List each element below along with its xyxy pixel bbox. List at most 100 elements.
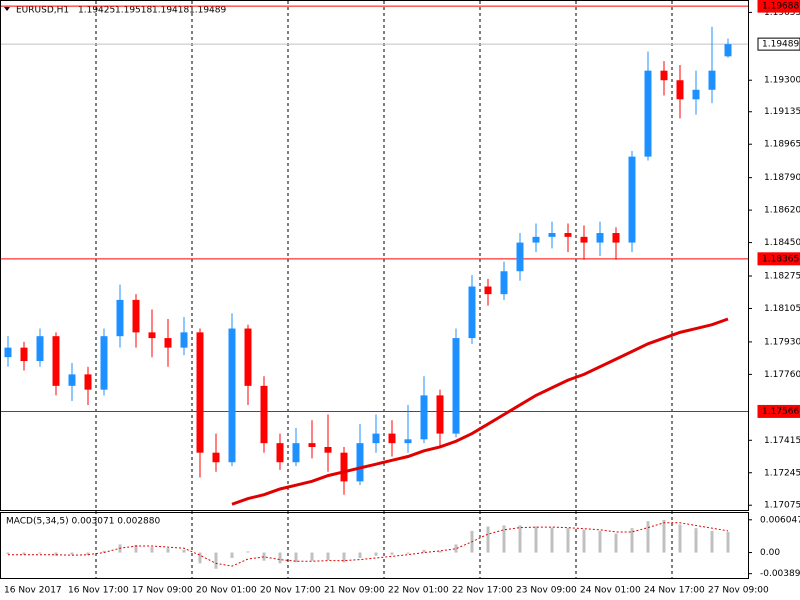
- macd-bar: [70, 552, 74, 555]
- main-panel: [0, 0, 749, 511]
- candle-body: [52, 336, 60, 386]
- candle-body: [692, 89, 700, 100]
- ohlc-value: 1.19518: [115, 6, 152, 16]
- candle-body: [372, 433, 380, 444]
- candle-body: [612, 233, 620, 243]
- candle-body: [404, 439, 412, 444]
- macd-bar: [694, 528, 698, 553]
- macd-bar: [454, 544, 458, 553]
- y-tick-label: 1.17930: [764, 337, 800, 347]
- x-tick-label: 16 Nov 17:00: [68, 586, 129, 596]
- candle-body: [548, 233, 556, 237]
- macd-bar: [246, 551, 250, 553]
- level-box: [757, 37, 800, 51]
- level-label: 1.19688: [762, 2, 799, 12]
- macd-bar: [678, 524, 682, 553]
- candle-body: [564, 233, 572, 237]
- macd-bar: [518, 525, 522, 553]
- macd-bar: [406, 552, 410, 554]
- y-tick-label: 1.18275: [764, 272, 800, 282]
- candle-body: [708, 70, 716, 90]
- candle-body: [644, 70, 652, 157]
- macd-bar: [38, 552, 42, 554]
- x-tick-label: 24 Nov 17:00: [644, 586, 705, 596]
- candle-body: [68, 374, 76, 386]
- candle-body: [532, 236, 540, 243]
- y-tick-label: 1.19300: [764, 76, 800, 86]
- macd-bar: [502, 525, 506, 553]
- candle-body: [468, 286, 476, 339]
- macd-bar: [566, 528, 570, 553]
- candle-body: [212, 452, 220, 463]
- macd-bar: [646, 521, 650, 553]
- candle-body: [452, 338, 460, 434]
- macd-bar: [326, 552, 330, 561]
- candle-body: [580, 236, 588, 243]
- candle-body: [36, 336, 44, 362]
- macd-bar: [438, 550, 442, 553]
- ohlc-value: 1.19425: [78, 6, 115, 16]
- level-box: [757, 0, 800, 13]
- x-tick-label: 17 Nov 09:00: [132, 586, 193, 596]
- ohlc-value: 1.19489: [189, 6, 226, 16]
- y-tick-label: 1.17075: [764, 501, 800, 511]
- candle-body: [484, 286, 492, 295]
- level-box: [757, 404, 800, 418]
- level-label: 1.19489: [762, 40, 799, 50]
- y-tick-label: 1.18450: [764, 238, 800, 248]
- candle-body: [500, 271, 508, 295]
- macd-bar: [102, 550, 106, 553]
- y-tick-label: 1.17415: [764, 436, 800, 446]
- candle-body: [148, 332, 156, 339]
- macd-bar: [150, 547, 154, 553]
- candle-body: [116, 299, 124, 337]
- macd-bar: [294, 552, 298, 563]
- y-tick-label: -0.003899: [760, 569, 800, 579]
- macd-bar: [726, 531, 730, 553]
- macd-bar: [262, 552, 266, 561]
- x-tick-label: 24 Nov 01:00: [580, 586, 641, 596]
- candle-body: [180, 332, 188, 348]
- macd-bar: [598, 530, 602, 553]
- candle-body: [132, 299, 140, 333]
- candle-body: [244, 328, 252, 386]
- candle-body: [724, 44, 732, 57]
- level-label: 1.17566: [762, 407, 799, 417]
- ohlc-value: 1.19418: [152, 6, 189, 16]
- candle-body: [516, 242, 524, 272]
- y-tick-label: 1.17245: [764, 468, 800, 478]
- menu-arrow: [4, 7, 10, 11]
- macd-bar: [278, 552, 282, 564]
- level-box: [757, 252, 800, 266]
- level-label: 1.18365: [762, 254, 799, 264]
- candle-body: [196, 332, 204, 453]
- macd-bar: [550, 527, 554, 553]
- candle-body: [276, 443, 284, 463]
- y-tick-label: 1.18965: [764, 140, 800, 150]
- macd-bar: [422, 549, 426, 553]
- macd-bar: [198, 552, 202, 564]
- macd-bar: [182, 549, 186, 553]
- y-tick-label: 1.17760: [764, 370, 800, 380]
- macd-bar: [390, 552, 394, 555]
- macd-bar: [86, 552, 90, 556]
- candle-body: [164, 338, 172, 348]
- x-tick-label: 27 Nov 09:00: [708, 586, 769, 596]
- candle-body: [420, 395, 428, 440]
- macd-bar: [374, 552, 378, 556]
- macd-bar: [6, 552, 10, 555]
- macd-bar: [358, 552, 362, 558]
- symbol: EURUSD,H1: [16, 6, 69, 16]
- signal-line: [8, 522, 729, 567]
- macd-bar: [214, 552, 218, 569]
- macd-bar: [134, 544, 138, 553]
- macd-bar: [582, 529, 586, 553]
- candle-body: [20, 347, 28, 362]
- macd-bar: [534, 526, 538, 553]
- candle-body: [340, 452, 348, 482]
- candle-body: [228, 328, 236, 463]
- x-tick-label: 22 Nov 17:00: [452, 586, 513, 596]
- candle-body: [596, 233, 604, 243]
